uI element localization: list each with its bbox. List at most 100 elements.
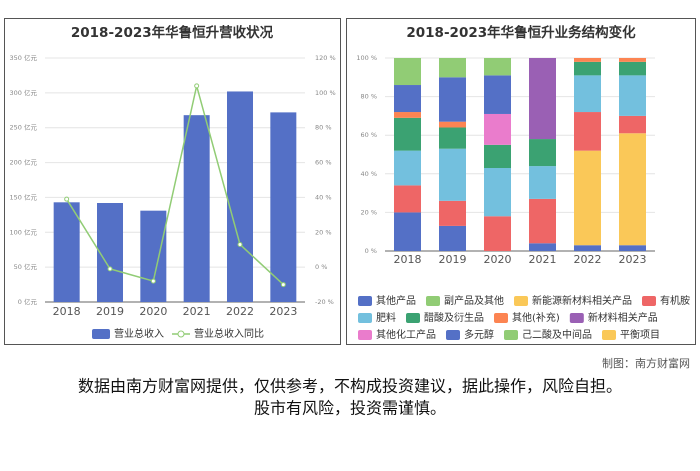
line-point — [280, 282, 286, 288]
line-point — [150, 278, 156, 284]
y2-tick-label: 20 % — [315, 228, 332, 236]
source: 制图：南方财富网 — [602, 356, 690, 370]
bar-segment — [529, 139, 556, 167]
legend-swatch — [602, 330, 616, 340]
chart-title: 2018-2023年华鲁恒升营收状况 — [71, 24, 274, 41]
y2-tick-label: 0 % — [315, 263, 327, 271]
bar-segment — [484, 75, 511, 114]
y-tick-label: 150 亿元 — [10, 192, 38, 201]
legend-label: 平衡项目 — [620, 329, 660, 341]
bar-segment — [394, 58, 421, 86]
legend-label: 其他(补充) — [512, 311, 560, 324]
x-tick-label: 2022 — [574, 253, 602, 266]
y-tick-label: 200 亿元 — [10, 158, 38, 167]
bar-segment — [484, 168, 511, 217]
line-point — [64, 196, 70, 202]
legend-swatch — [92, 329, 110, 339]
chart-title: 2018-2023年华鲁恒升业务结构变化 — [406, 24, 636, 41]
legend-label: 营业总收入 — [114, 327, 164, 340]
y2-tick-label: 120 % — [315, 54, 336, 62]
bar-segment — [574, 150, 601, 246]
bar-segment — [394, 150, 421, 186]
bar-segment — [619, 75, 646, 116]
line — [66, 85, 284, 286]
bar-segment — [574, 75, 601, 113]
bar-segment — [394, 117, 421, 151]
legend-label: 营业总收入同比 — [194, 327, 264, 340]
bar-segment — [439, 121, 466, 128]
y2-tick-label: 40 % — [315, 193, 332, 201]
legend-point — [177, 330, 185, 338]
legend-label: 有机胺 — [660, 294, 690, 307]
bar-segment — [574, 58, 601, 62]
bar-segment — [394, 212, 421, 251]
legend-swatch — [494, 313, 508, 323]
legend-swatch — [406, 313, 420, 323]
bar-segment — [574, 112, 601, 151]
bar-segment — [484, 216, 511, 251]
legend-label: 其他化工产品 — [376, 328, 436, 341]
bar-segment — [574, 245, 601, 251]
legend-swatch — [504, 330, 518, 340]
line-point — [107, 266, 113, 272]
legend-swatch — [358, 313, 372, 323]
disclaimer: 数据由南方财富网提供，仅供参考，不构成投资建议，据此操作，风险自担。 — [78, 377, 622, 396]
bar — [140, 210, 167, 302]
bar-segment — [394, 112, 421, 118]
legend-label: 新材料相关产品 — [588, 311, 658, 324]
y-tick-label: 40 % — [360, 170, 377, 178]
x-tick-label: 2019 — [439, 253, 467, 266]
bar-segment — [439, 148, 466, 201]
bar-segment — [484, 113, 511, 145]
legend-swatch — [358, 330, 372, 340]
bar-segment — [439, 200, 466, 226]
legend-swatch — [514, 296, 528, 306]
bar-segment — [529, 58, 556, 140]
line-point — [194, 83, 200, 89]
x-tick-label: 2018 — [394, 253, 422, 266]
legend-label: 副产品及其他 — [444, 294, 504, 307]
x-tick-label: 2022 — [226, 305, 254, 318]
bar — [53, 202, 80, 302]
legend-label: 肥料 — [376, 311, 396, 324]
x-tick-label: 2019 — [96, 305, 124, 318]
y2-tick-label: 80 % — [315, 124, 332, 132]
y-tick-label: 80 % — [360, 93, 377, 101]
bar — [183, 115, 210, 302]
legend-label: 醋酸及衍生品 — [424, 311, 484, 324]
x-tick-label: 2021 — [529, 253, 557, 266]
bar-segment — [439, 58, 466, 78]
bar-segment — [439, 127, 466, 149]
bar — [270, 112, 297, 303]
bar-segment — [394, 185, 421, 213]
y-tick-label: 350 亿元 — [10, 53, 38, 62]
x-tick-label: 2020 — [484, 253, 512, 266]
legend-swatch — [358, 296, 372, 306]
bar-segment — [619, 133, 646, 246]
legend-label: 己二酸及中间品 — [522, 328, 592, 341]
y2-tick-label: 60 % — [315, 159, 332, 167]
bar — [97, 203, 123, 302]
y2-tick-label: 100 % — [315, 89, 336, 97]
legend-label: 新能源新材料相关产品 — [532, 294, 632, 307]
legend-swatch — [446, 330, 460, 340]
legend-swatch — [642, 296, 656, 306]
x-tick-label: 2020 — [139, 305, 167, 318]
y-tick-label: 20 % — [360, 208, 377, 216]
bar-segment — [439, 225, 466, 251]
legend-swatch — [426, 296, 440, 306]
bar-segment — [619, 245, 646, 251]
y-tick-label: 100 % — [356, 54, 377, 62]
line-point — [237, 241, 243, 247]
y-tick-label: 0 亿元 — [18, 297, 38, 306]
y-tick-label: 100 亿元 — [10, 227, 38, 236]
bar-segment — [394, 85, 421, 113]
bar-segment — [484, 144, 511, 169]
legend-label: 其他产品 — [376, 294, 416, 307]
legend-swatch — [569, 313, 584, 323]
bar-segment — [529, 243, 556, 251]
legend-label: 多元醇 — [464, 328, 494, 341]
bar-segment — [529, 198, 556, 244]
